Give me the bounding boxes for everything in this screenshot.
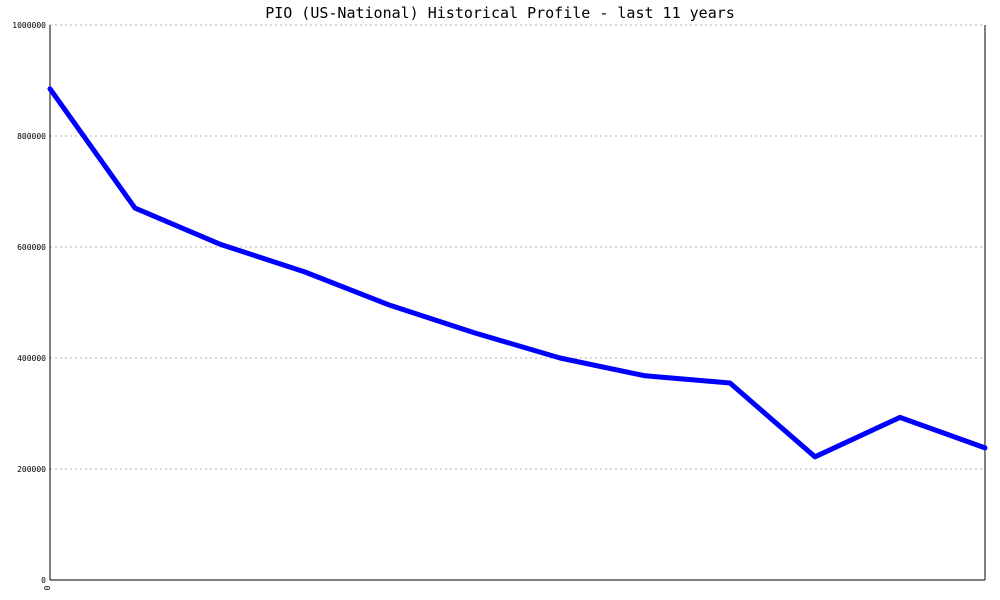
series-line xyxy=(47,86,988,460)
y-tick-labels: 1000000 800000 600000 400000 200000 0 xyxy=(12,21,46,585)
x-tick-label-0: 0 xyxy=(43,585,52,590)
chart-title: PIO (US-National) Historical Profile - l… xyxy=(265,4,735,22)
y-tick-label: 0 xyxy=(41,576,46,585)
y-tick-label: 1000000 xyxy=(12,21,46,30)
y-tick-label: 200000 xyxy=(17,465,46,474)
y-tick-label: 400000 xyxy=(17,354,46,363)
y-tick-label: 600000 xyxy=(17,243,46,252)
y-tick-label: 800000 xyxy=(17,132,46,141)
grid-lines xyxy=(50,24,985,470)
